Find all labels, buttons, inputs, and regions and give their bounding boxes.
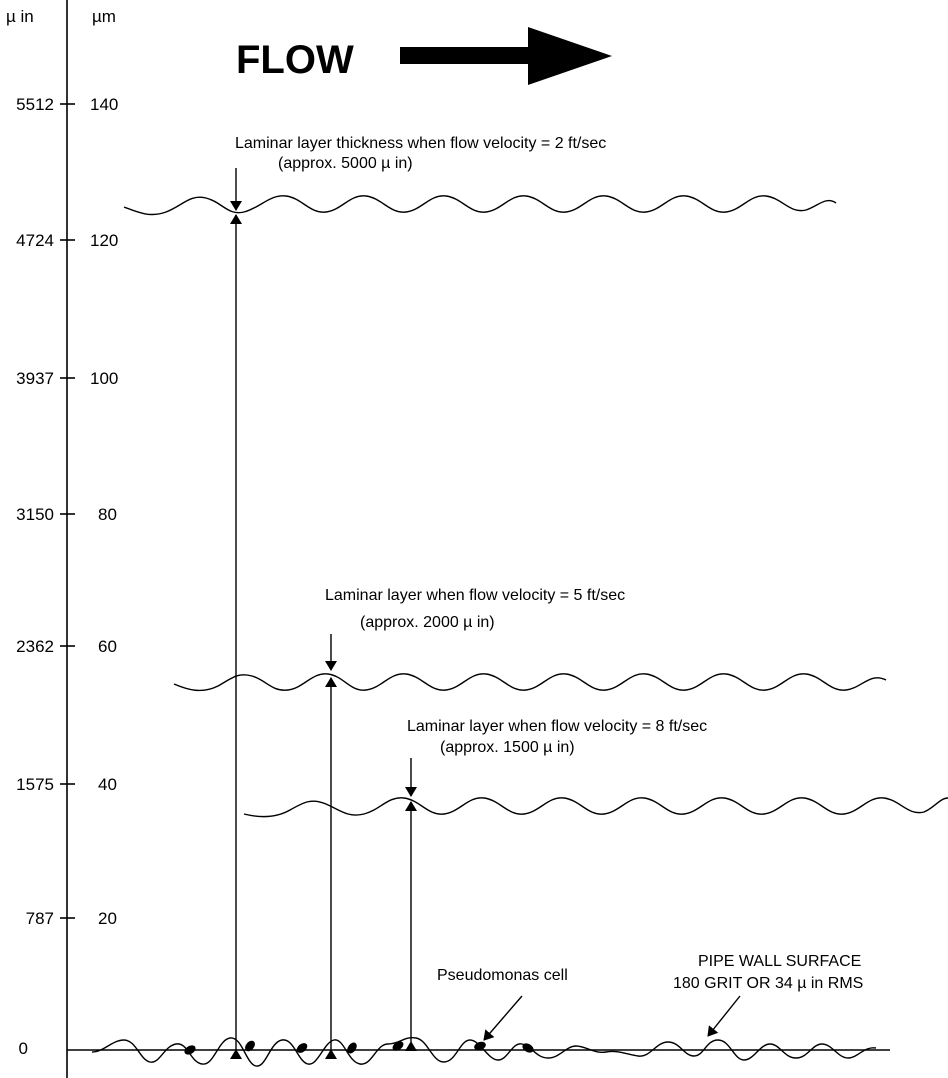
tick-label-uin: 0 [19,1039,28,1058]
laminar-layer-line-5ftsec [173,673,887,692]
tick-1575: 1575 40 [16,775,117,794]
tick-label-um: 20 [98,909,117,928]
tick-label-um: 120 [90,231,118,250]
pipe-wall-label-line1: PIPE WALL SURFACE [698,953,861,970]
tick-787: 787 20 [26,909,117,928]
tick-label-uin: 787 [26,909,54,928]
laminar-layer-line-8ftsec [243,797,948,818]
pipe-wall-surface-line [91,1036,877,1067]
tick-3937: 3937 100 [16,369,118,388]
tick-label-um: 100 [90,369,118,388]
tick-label-um: 80 [98,505,117,524]
annotation-5ftsec-line1: Laminar layer when flow velocity = 5 ft/… [325,587,625,604]
tick-0: 0 [19,1039,28,1058]
pseudomonas-cell [474,1041,486,1051]
unit-label-um: µm [92,7,116,26]
tick-label-uin: 4724 [16,231,54,250]
pipe-wall-pointer-arrow [707,995,741,1037]
tick-label-um: 140 [90,95,118,114]
tick-label-uin: 5512 [16,95,54,114]
pipe-wall-label-line2: 180 GRIT OR 34 µ in RMS [673,975,863,992]
pseudomonas-cell [347,1042,357,1054]
laminar-layer-line-2ftsec [123,195,837,216]
axis-ticks: 5512 140 4724 120 3937 100 3150 80 2362 … [16,95,118,1058]
pseudomonas-cell [296,1043,308,1053]
tick-2362: 2362 60 [16,637,117,656]
annotation-2ftsec-line1: Laminar layer thickness when flow veloci… [235,135,606,152]
pseudomonas-cell [522,1043,534,1053]
annotation-8ftsec: Laminar layer when flow velocity = 8 ft/… [405,718,707,797]
unit-label-uin: µ in [6,7,34,26]
tick-label-uin: 1575 [16,775,54,794]
pseudomonas-cell [245,1040,255,1052]
tick-label-uin: 3150 [16,505,54,524]
tick-label-uin: 3937 [16,369,54,388]
pseudomonas-cell [392,1041,404,1051]
pseudomonas-pointer-arrow [483,995,523,1041]
pseudomonas-cells [184,1040,534,1055]
pseudomonas-cell [184,1045,196,1055]
tick-label-um: 60 [98,637,117,656]
tick-4724: 4724 120 [16,231,118,250]
tick-label-um: 40 [98,775,117,794]
tick-3150: 3150 80 [16,505,117,524]
tick-5512: 5512 140 [16,95,118,114]
annotation-8ftsec-line2: (approx. 1500 µ in) [440,739,575,756]
pseudomonas-label: Pseudomonas cell [437,967,568,984]
annotation-5ftsec: Laminar layer when flow velocity = 5 ft/… [325,587,625,671]
annotation-2ftsec: Laminar layer thickness when flow veloci… [230,135,606,211]
flow-arrow-icon [400,27,612,85]
annotation-8ftsec-line1: Laminar layer when flow velocity = 8 ft/… [407,718,707,735]
annotation-5ftsec-line2: (approx. 2000 µ in) [360,614,495,631]
tick-label-uin: 2362 [16,637,54,656]
flow-label: FLOW [236,38,354,82]
annotation-2ftsec-line2: (approx. 5000 µ in) [278,155,413,172]
